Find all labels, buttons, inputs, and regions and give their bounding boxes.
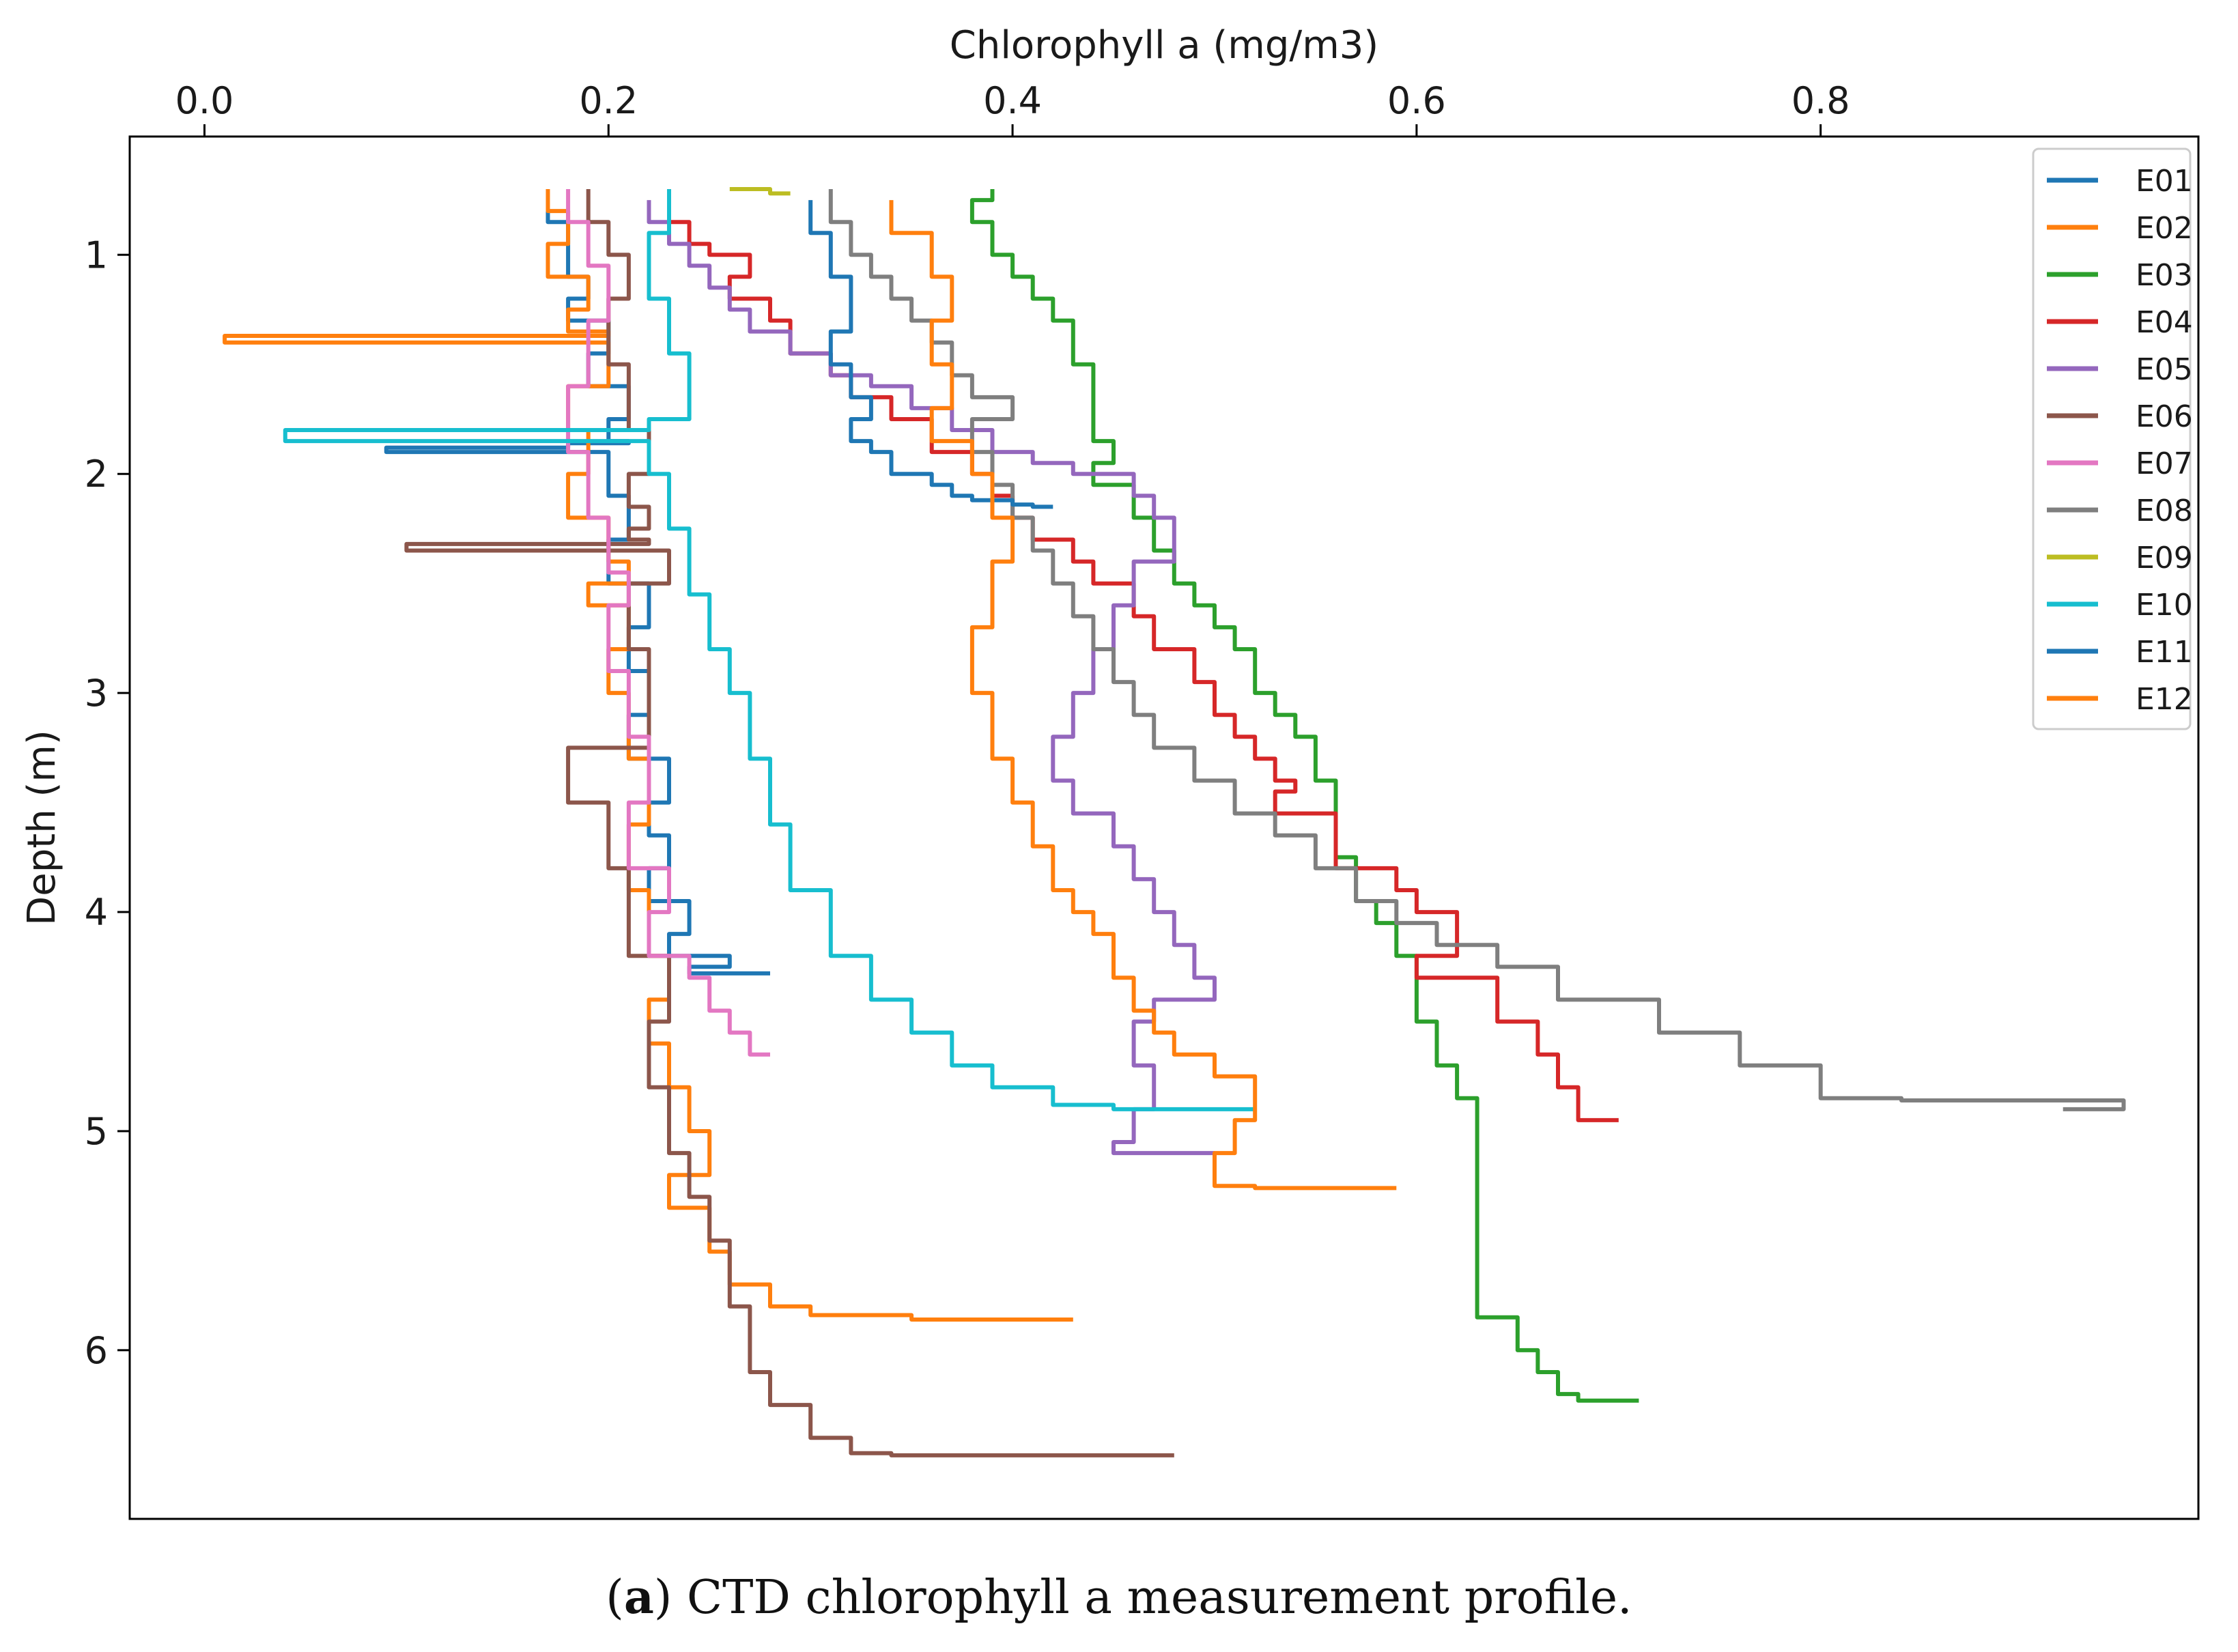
x-tick-label: 0.4 bbox=[983, 79, 1042, 122]
caption-label: a bbox=[623, 1570, 654, 1625]
plot-frame bbox=[128, 135, 2200, 1520]
x-tick-label: 0.8 bbox=[1791, 79, 1850, 122]
caption-text: CTD chlorophyll a measurement profile. bbox=[672, 1571, 1632, 1625]
series-line-e06 bbox=[404, 189, 1174, 1457]
legend-label: E12 bbox=[2136, 682, 2193, 717]
y-tick-label: 1 bbox=[85, 233, 108, 276]
x-axis-ticks: 0.0 0.2 0.4 0.6 0.8 bbox=[175, 79, 1850, 137]
series-line-e07 bbox=[566, 189, 770, 1057]
legend-label: E03 bbox=[2136, 258, 2193, 293]
x-tick-label: 0.2 bbox=[579, 79, 638, 122]
y-tick-label: 3 bbox=[85, 672, 108, 715]
legend-label: E06 bbox=[2136, 399, 2193, 434]
legend-box bbox=[2032, 147, 2192, 730]
series-line-e10 bbox=[283, 189, 1256, 1111]
series-line-e01 bbox=[384, 189, 770, 975]
y-tick-label: 4 bbox=[85, 891, 108, 934]
legend-label: E08 bbox=[2136, 494, 2193, 528]
chart-figure: 0.0 0.2 0.4 0.6 0.8 1 2 3 4 5 6 Chlorophyll a (mg… bbox=[20, 23, 2200, 1520]
legend-label: E10 bbox=[2136, 588, 2193, 623]
legend: E01 E02 E03 E04 E05 E06 E07 E08 E09 E10 E11 E12 bbox=[2032, 147, 2193, 730]
y-tick-label: 6 bbox=[85, 1329, 108, 1372]
y-axis-label: Depth (m) bbox=[20, 730, 64, 926]
series-line-e12 bbox=[889, 200, 1397, 1191]
figure-caption: (a) CTD chlorophyll a measurement profil… bbox=[606, 1570, 1632, 1625]
series-line-e05 bbox=[647, 200, 1217, 1156]
series-line-e03 bbox=[969, 189, 1639, 1403]
series-line-e08 bbox=[828, 189, 2126, 1111]
series-layer bbox=[223, 187, 2126, 1457]
y-axis-ticks: 1 2 3 4 5 6 bbox=[85, 233, 130, 1372]
y-tick-label: 5 bbox=[85, 1110, 108, 1153]
legend-label: E05 bbox=[2136, 352, 2193, 387]
x-tick-label: 0.0 bbox=[175, 79, 234, 122]
legend-label: E07 bbox=[2136, 446, 2193, 481]
legend-label: E04 bbox=[2136, 305, 2193, 340]
series-line-e04 bbox=[667, 200, 1619, 1122]
legend-label: E11 bbox=[2136, 635, 2193, 670]
x-axis-label: Chlorophyll a (mg/m3) bbox=[950, 23, 1379, 68]
y-tick-label: 2 bbox=[85, 453, 108, 496]
legend-label: E01 bbox=[2136, 164, 2193, 199]
series-line-e09 bbox=[729, 187, 791, 196]
legend-label: E09 bbox=[2136, 541, 2193, 575]
series-line-e11 bbox=[808, 200, 1053, 509]
x-tick-label: 0.6 bbox=[1387, 79, 1446, 122]
legend-label: E02 bbox=[2136, 211, 2193, 246]
